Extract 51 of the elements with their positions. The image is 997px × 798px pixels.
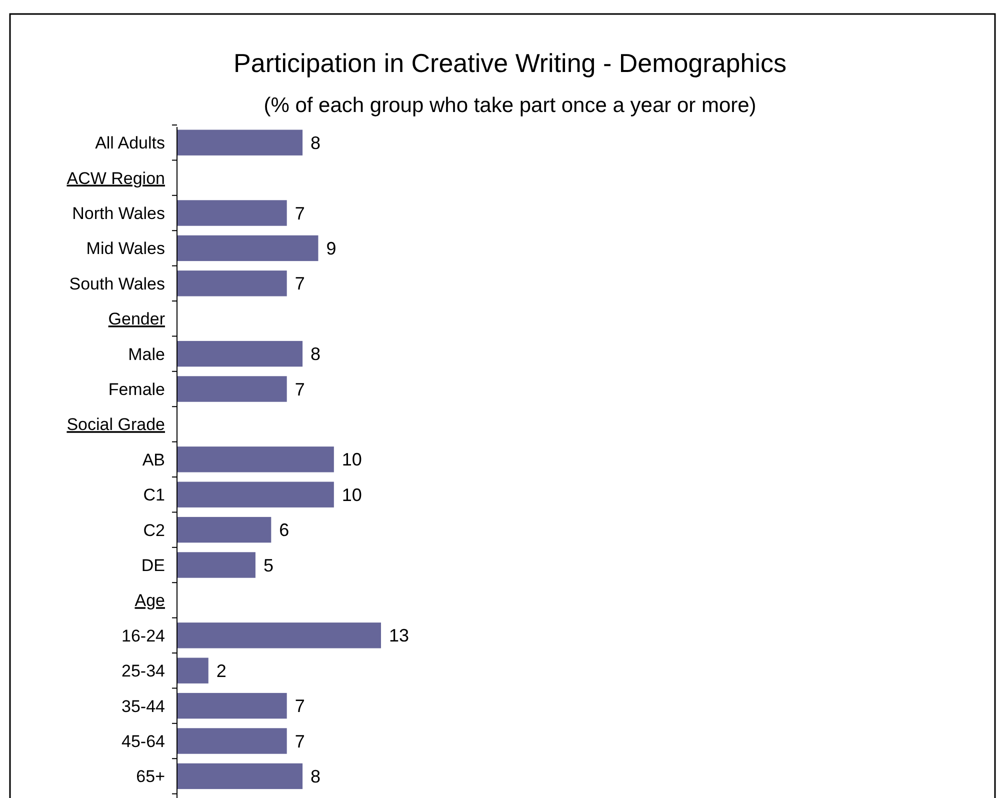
- bar: [177, 516, 272, 543]
- bar: [177, 728, 287, 754]
- data-label: 13: [389, 626, 410, 646]
- bar: [177, 200, 287, 226]
- data-label: 7: [294, 379, 305, 400]
- y-tick-label: Age: [134, 591, 165, 610]
- data-label: 8: [310, 344, 321, 364]
- bar: [177, 482, 334, 508]
- y-tick-label: Gender: [108, 310, 166, 329]
- y-tick-label: Mid Wales: [86, 239, 165, 258]
- data-label: 8: [310, 132, 321, 153]
- text: Participation in Creative Writing - Demographics: [234, 48, 786, 78]
- y-tick-label: 35-44: [122, 696, 165, 716]
- y-tick-label: 16-24: [122, 626, 165, 646]
- bar: [177, 340, 303, 367]
- bar: [177, 658, 208, 684]
- y-tick-label: C1: [143, 486, 165, 505]
- y-tick-label: ACW Region: [66, 168, 165, 188]
- data-label: 7: [294, 203, 305, 224]
- y-tick-label: South Wales: [69, 274, 165, 294]
- y-tick-label: 45-64: [122, 732, 165, 751]
- y-tick-label: 65+: [136, 767, 166, 786]
- bar: [177, 235, 318, 262]
- data-label: 9: [326, 238, 336, 258]
- bar: [177, 270, 287, 296]
- y-tick-label: 25-34: [122, 662, 165, 681]
- y-tick-label: AB: [142, 450, 165, 470]
- y-tick-label: C2: [143, 520, 165, 540]
- bar: [177, 622, 381, 648]
- data-label: 7: [294, 274, 305, 294]
- data-label: 6: [279, 520, 290, 540]
- bar: [177, 763, 303, 790]
- y-tick-label: All Adults: [95, 134, 165, 153]
- data-label: 5: [263, 555, 274, 576]
- data-label: 7: [294, 696, 305, 716]
- bar: [177, 552, 256, 578]
- data-label: 7: [294, 731, 305, 752]
- y-tick-label: Female: [108, 380, 165, 399]
- y-tick-label: Social Grade: [66, 415, 165, 434]
- data-label: 10: [342, 484, 362, 505]
- y-tick-label: North Wales: [72, 204, 165, 223]
- bar: [177, 376, 287, 402]
- y-tick-label: DE: [141, 556, 165, 575]
- bar: [177, 130, 303, 156]
- text: (% of each group who take part once a year or more): [264, 94, 756, 117]
- bar: [177, 692, 287, 719]
- data-label: 10: [342, 450, 362, 470]
- data-label: 2: [216, 660, 226, 681]
- bar: [177, 446, 334, 472]
- data-label: 8: [310, 766, 321, 786]
- y-tick-label: Male: [128, 344, 165, 364]
